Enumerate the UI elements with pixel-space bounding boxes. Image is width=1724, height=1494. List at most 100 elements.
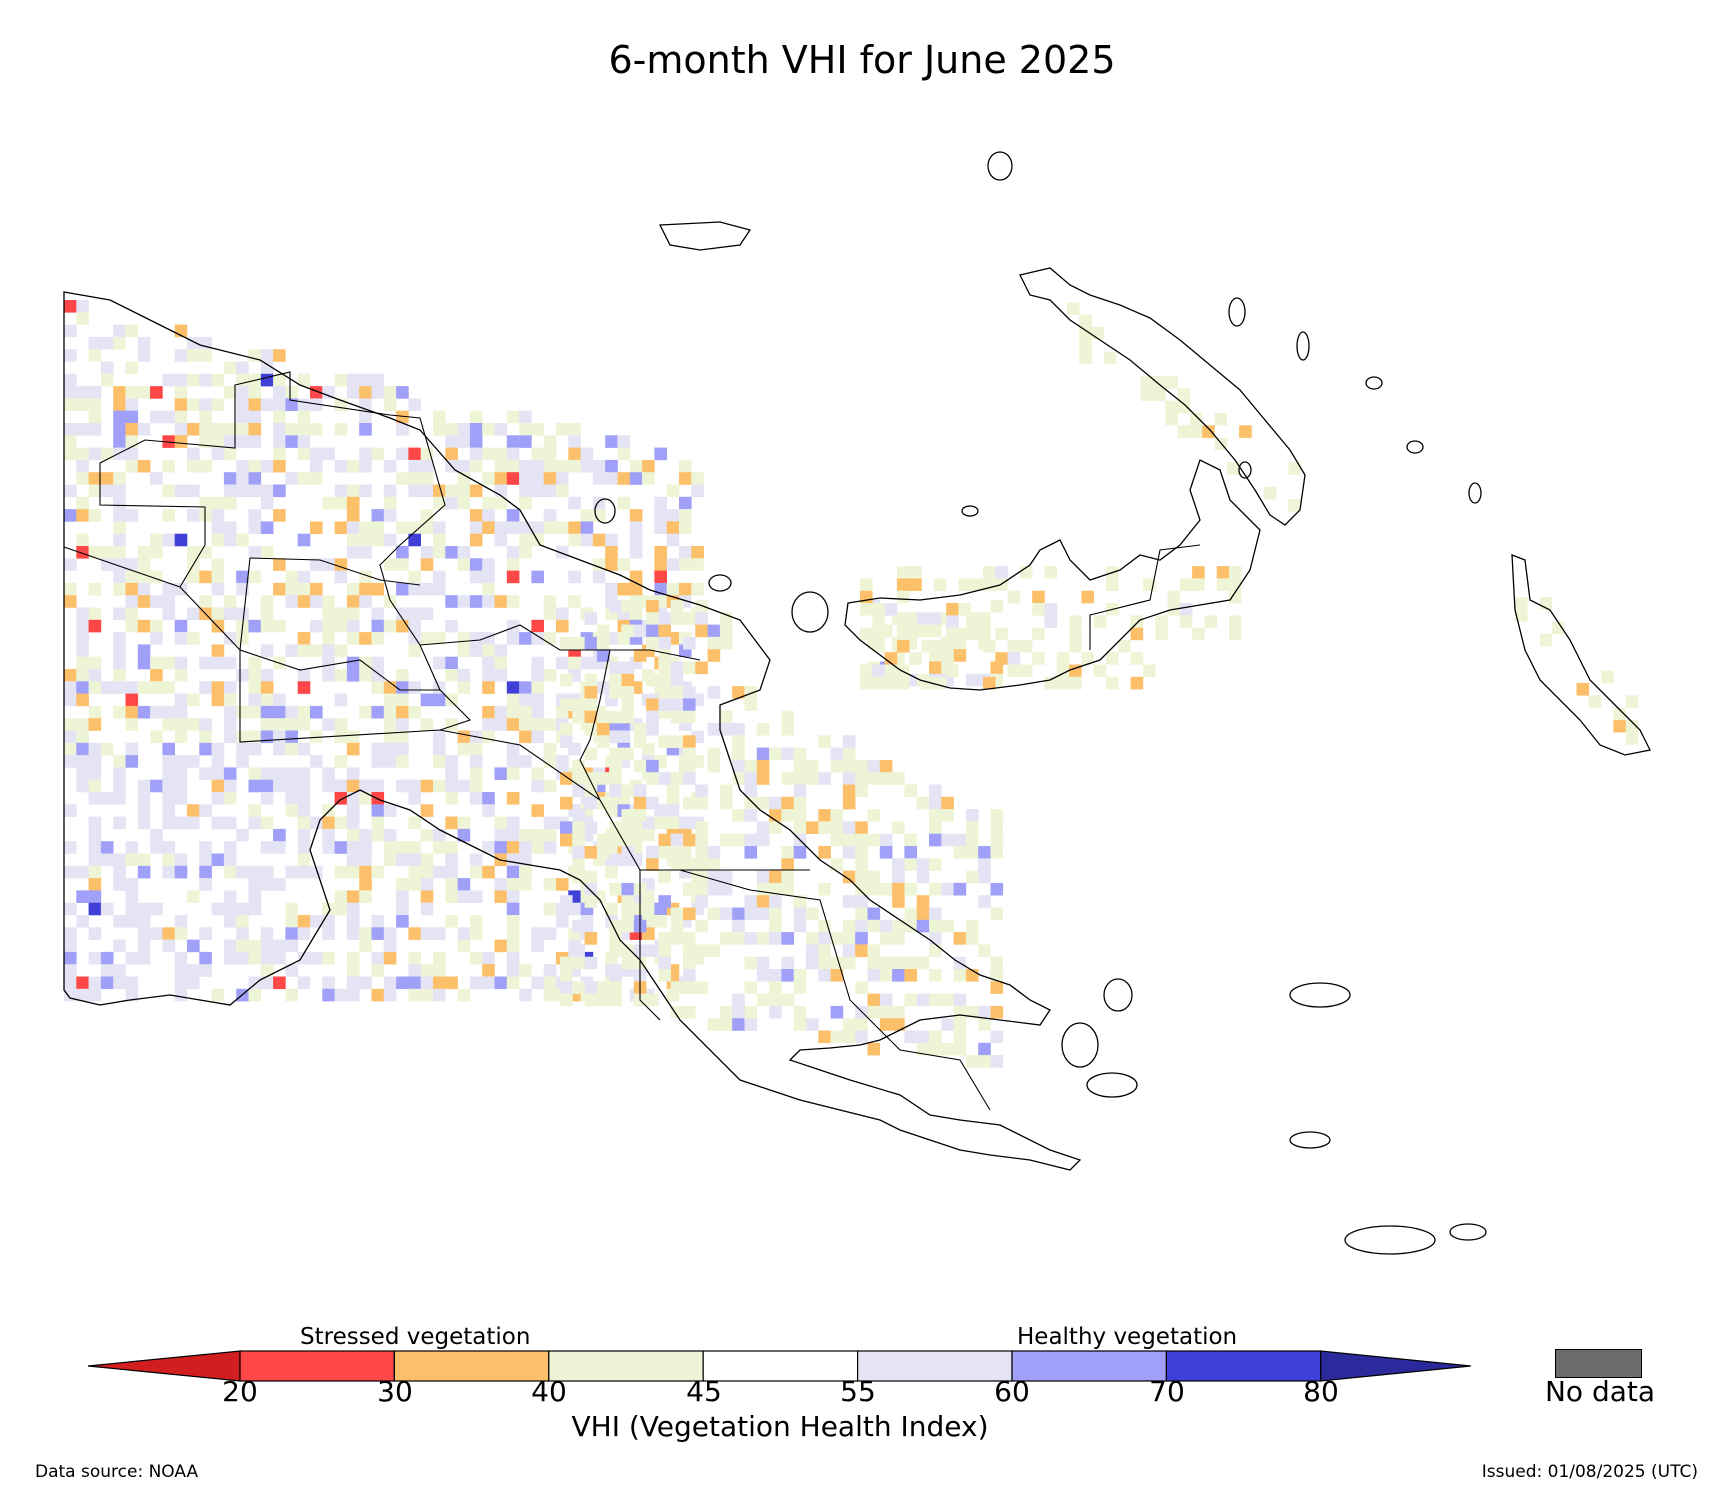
vhi-pixel [691, 582, 704, 596]
vhi-pixel [310, 582, 323, 596]
vhi-pixel [695, 661, 708, 675]
vhi-pixel [174, 927, 188, 940]
vhi-pixel [621, 698, 635, 711]
vhi-pixel [695, 784, 708, 798]
vhi-pixel [469, 742, 483, 756]
map-title: 6-month VHI for June 2025 [608, 38, 1116, 82]
vhi-pixel [273, 435, 286, 448]
vhi-pixel [187, 509, 200, 522]
vhi-pixel [187, 632, 200, 645]
vhi-pixel [248, 939, 262, 953]
vhi-pixel [76, 718, 89, 731]
vhi-pixel [457, 669, 471, 682]
vhi-pixel [695, 796, 708, 810]
vhi-pixel [646, 858, 659, 871]
vhi-pixel [113, 669, 126, 682]
vhi-pixel [457, 644, 471, 657]
vhi-pixel [125, 890, 139, 903]
vhi-pixel [719, 710, 733, 724]
vhi-pixel [621, 600, 635, 613]
vhi-pixel [568, 447, 581, 461]
vhi-pixel [543, 632, 557, 645]
vhi-pixel [965, 1005, 979, 1019]
vhi-pixel [150, 656, 163, 670]
vhi-pixel [830, 1005, 844, 1019]
vhi-pixel [285, 927, 298, 940]
vhi-pixel [543, 828, 557, 842]
vhi-pixel [420, 804, 434, 817]
vhi-pixel [506, 521, 520, 534]
vhi-pixel [872, 639, 885, 653]
vhi-pixel [236, 939, 249, 953]
vhi-pixel [584, 870, 598, 884]
vhi-pixel [310, 521, 323, 534]
vhi-pixel [995, 566, 1008, 579]
vhi-pixel [88, 607, 102, 621]
vhi-pixel [732, 932, 745, 945]
vhi-pixel [543, 472, 557, 485]
vhi-pixel [100, 681, 114, 694]
vhi-pixel [872, 615, 885, 628]
vhi-pixel [199, 459, 212, 473]
vhi-pixel [670, 772, 684, 785]
vhi-pixel [793, 895, 807, 908]
vhi-pixel [64, 373, 77, 387]
vhi-pixel [584, 723, 598, 736]
vhi-pixel [806, 772, 819, 785]
island-i [1344, 1225, 1436, 1255]
vhi-pixel [346, 964, 360, 977]
vhi-pixel [933, 676, 947, 690]
vhi-pixel [297, 976, 311, 990]
vhi-pixel [113, 915, 126, 928]
vhi-pixel [609, 673, 622, 687]
vhi-pixel [1216, 578, 1230, 591]
vhi-pixel [248, 398, 262, 411]
vhi-pixel [248, 816, 262, 830]
vhi-pixel [76, 681, 89, 694]
vhi-pixel [236, 435, 249, 448]
vhi-pixel [420, 521, 434, 534]
vhi-pixel [371, 656, 385, 670]
vhi-pixel [125, 742, 139, 756]
vhi-pixel [1165, 376, 1178, 389]
vhi-pixel [1625, 695, 1639, 708]
vhi-pixel [818, 932, 831, 945]
vhi-pixel [199, 927, 212, 940]
vhi-pixel [568, 496, 581, 510]
vhi-pixel [433, 927, 446, 940]
vhi-pixel [211, 742, 225, 756]
vhi-pixel [592, 472, 606, 485]
vhi-pixel [236, 755, 249, 768]
vhi-pixel [223, 902, 237, 916]
tick-label: 70 [1149, 1375, 1185, 1408]
vhi-pixel [506, 570, 520, 584]
vhi-pixel [691, 472, 704, 485]
vhi-pixel [707, 636, 721, 650]
vhi-pixel [707, 759, 721, 773]
vhi-pixel [990, 846, 1004, 859]
vhi-pixel [543, 509, 557, 522]
vhi-pixel [174, 865, 188, 879]
vhi-pixel [842, 747, 856, 761]
vhi-pixel [482, 521, 495, 534]
vhi-pixel [683, 1005, 696, 1019]
vhi-pixel [756, 759, 770, 773]
vhi-pixel [162, 779, 175, 793]
vhi-pixel [769, 882, 782, 896]
vhi-pixel [867, 969, 881, 982]
vhi-pixel [137, 902, 151, 916]
vhi-pixel [695, 821, 708, 834]
vhi-pixel [732, 723, 745, 736]
vhi-pixel [76, 988, 89, 1002]
vhi-pixel [646, 944, 659, 957]
no-data-swatch [1555, 1349, 1642, 1378]
vhi-pixel [872, 664, 885, 678]
vhi-pixel [113, 705, 126, 719]
vhi-pixel [506, 902, 520, 916]
vhi-pixel [916, 919, 930, 933]
vhi-pixel [621, 821, 635, 834]
vhi-pixel [359, 447, 372, 461]
vhi-pixel [605, 865, 618, 879]
vhi-pixel [223, 779, 237, 793]
vhi-pixel [445, 853, 458, 867]
